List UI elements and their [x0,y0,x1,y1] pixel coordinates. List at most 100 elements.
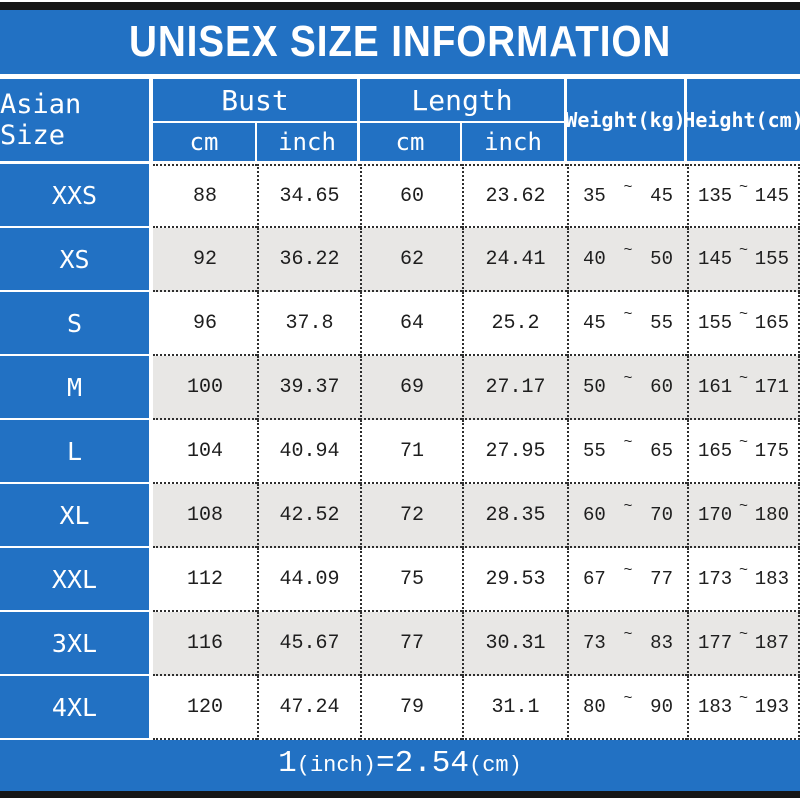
note-unit: (cm) [469,753,522,778]
note-value: 1 [278,746,297,781]
column-header-length: Length [360,79,567,121]
weight-max: 45 [650,185,673,207]
bottom-black-bar [0,791,800,798]
cell-weight-range: 35 ~45 [567,164,687,228]
height-min: 135 [698,185,733,207]
subheader-bust-cm: cm [153,121,257,161]
height-min: 155 [698,312,733,334]
size-label: M [0,356,153,420]
cell-height-range: 165 ~175 [687,420,800,484]
tilde: ~ [738,497,748,515]
cell-bust-cm: 108 [153,484,257,548]
cell-weight-range: 73 ~83 [567,612,687,676]
cell-bust-inch: 44.09 [257,548,360,612]
weight-max: 55 [650,312,673,334]
height-max: 145 [754,185,789,207]
cell-length-cm: 64 [360,292,462,356]
cell-length-cm: 75 [360,548,462,612]
cell-length-inch: 27.17 [462,356,567,420]
subheader-length-inch: inch [462,121,567,161]
cell-bust-cm: 116 [153,612,257,676]
size-label: XS [0,228,153,292]
cell-bust-cm: 112 [153,548,257,612]
tilde: ~ [623,369,633,387]
conversion-note: 1 (inch) = 2.54 (cm) [0,740,800,791]
cell-length-inch: 27.95 [462,420,567,484]
height-min: 165 [698,440,733,462]
weight-max: 90 [650,696,673,718]
weight-max: 70 [650,504,673,526]
note-equals: = [375,746,395,781]
cell-length-inch: 31.1 [462,676,567,740]
tilde: ~ [738,689,748,707]
weight-min: 60 [583,504,606,526]
cell-weight-range: 60 ~70 [567,484,687,548]
tilde: ~ [623,241,633,259]
size-label: 3XL [0,612,153,676]
column-header-height: Height(cm) [683,79,800,161]
height-min: 173 [698,568,733,590]
size-label: 4XL [0,676,153,740]
cell-bust-inch: 42.52 [257,484,360,548]
tilde: ~ [738,178,748,196]
weight-min: 80 [583,696,606,718]
weight-min: 73 [583,632,606,654]
height-max: 175 [754,440,789,462]
height-max: 171 [754,376,789,398]
cell-weight-range: 50 ~60 [567,356,687,420]
cell-height-range: 135 ~145 [687,164,800,228]
note-value: 2.54 [394,746,470,781]
cell-height-range: 170 ~180 [687,484,800,548]
cell-height-range: 173 ~183 [687,548,800,612]
cell-height-range: 161 ~171 [687,356,800,420]
cell-bust-inch: 34.65 [257,164,360,228]
cell-bust-cm: 120 [153,676,257,740]
size-label: XXS [0,164,153,228]
table-row: M 100 39.37 69 27.17 50 ~60 161 ~171 [0,356,800,420]
cell-length-inch: 29.53 [462,548,567,612]
cell-weight-range: 67 ~77 [567,548,687,612]
size-label: S [0,292,153,356]
cell-bust-cm: 92 [153,228,257,292]
tilde: ~ [623,625,633,643]
height-max: 180 [754,504,789,526]
cell-weight-range: 55 ~65 [567,420,687,484]
cell-weight-range: 40 ~50 [567,228,687,292]
cell-length-inch: 23.62 [462,164,567,228]
table-row: XL 108 42.52 72 28.35 60 ~70 170 ~180 [0,484,800,548]
cell-bust-inch: 37.8 [257,292,360,356]
table-row: XXS 88 34.65 60 23.62 35 ~45 135 ~145 [0,164,800,228]
cell-height-range: 155 ~165 [687,292,800,356]
cell-bust-inch: 39.37 [257,356,360,420]
height-min: 177 [698,632,733,654]
tilde: ~ [623,689,633,707]
cell-bust-inch: 40.94 [257,420,360,484]
weight-max: 65 [650,440,673,462]
weight-max: 83 [650,632,673,654]
cell-length-cm: 77 [360,612,462,676]
cell-bust-cm: 100 [153,356,257,420]
cell-length-cm: 71 [360,420,462,484]
column-header-asian-size: Asian Size [0,79,153,161]
height-max: 187 [754,632,789,654]
tilde: ~ [623,305,633,323]
weight-min: 45 [583,312,606,334]
cell-bust-inch: 45.67 [257,612,360,676]
weight-min: 40 [583,248,606,270]
cell-length-inch: 25.2 [462,292,567,356]
table-row: S 96 37.8 64 25.2 45 ~55 155 ~165 [0,292,800,356]
tilde: ~ [623,433,633,451]
cell-bust-inch: 47.24 [257,676,360,740]
height-min: 183 [698,696,733,718]
cell-length-cm: 72 [360,484,462,548]
subheader-length-cm: cm [360,121,462,161]
cell-length-inch: 28.35 [462,484,567,548]
height-max: 183 [754,568,789,590]
tilde: ~ [738,433,748,451]
weight-min: 50 [583,376,606,398]
tilde: ~ [738,241,748,259]
table-row: XXL 112 44.09 75 29.53 67 ~77 173 ~183 [0,548,800,612]
weight-max: 60 [650,376,673,398]
top-black-bar [0,2,800,10]
